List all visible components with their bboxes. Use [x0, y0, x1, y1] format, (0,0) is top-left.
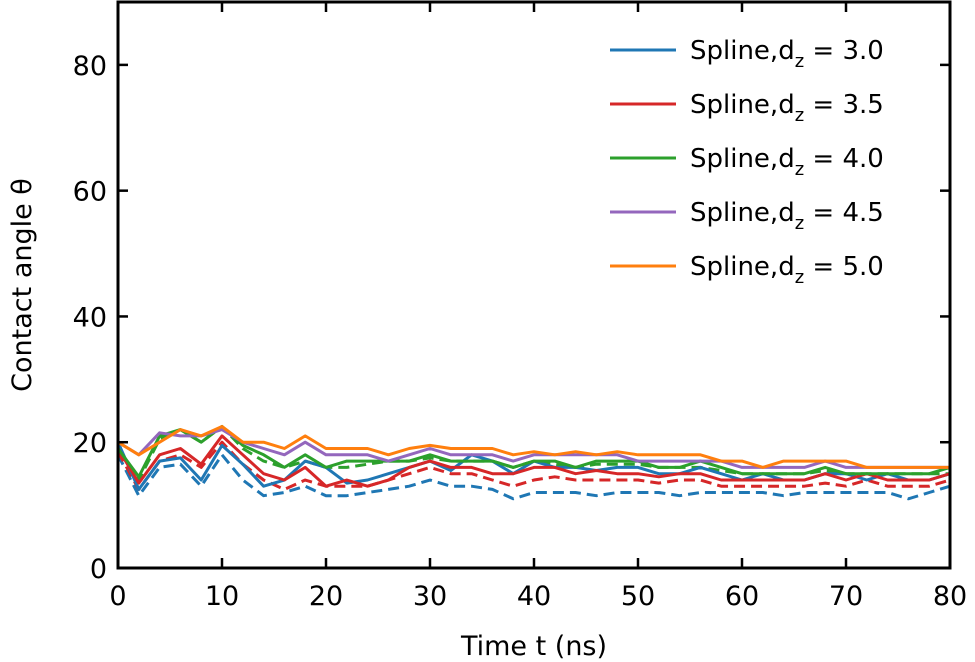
x-tick-label: 50 [621, 581, 655, 612]
legend-label-1: Spline,dz = 3.5 [690, 90, 884, 126]
series-line-6 [116, 440, 951, 491]
series-line-5 [116, 453, 951, 501]
x-tick-label: 80 [933, 581, 967, 612]
legend: Spline,dz = 3.0 Spline,dz = 3.5 Spline,dz … [610, 36, 884, 288]
y-tick-label: 40 [73, 302, 107, 333]
x-tick-label: 60 [725, 581, 759, 612]
series-layer [116, 425, 951, 501]
x-tick-label: 30 [413, 581, 447, 612]
ticks-layer: 0 10 20 30 40 50 60 70 80 0 20 40 60 80 [73, 2, 967, 612]
plot-frame [116, 0, 952, 570]
y-tick-label: 20 [73, 428, 107, 459]
x-tick-label: 10 [205, 581, 239, 612]
x-tick-label: 70 [829, 581, 863, 612]
y-tick-label: 60 [73, 177, 107, 208]
series-line-1 [116, 434, 951, 488]
x-tick-label: 20 [309, 581, 343, 612]
x-tick-label: 0 [109, 581, 126, 612]
legend-label-3: Spline,dz = 4.5 [690, 198, 884, 234]
x-axis-label: Time t (ns) [460, 631, 607, 662]
series-line-4 [117, 425, 950, 469]
series-line-2 [116, 425, 951, 479]
y-axis-label: Contact angle θ [7, 178, 38, 392]
y-tick-label: 0 [90, 554, 107, 585]
series-line-3 [117, 428, 950, 469]
legend-label-2: Spline,dz = 4.0 [690, 144, 884, 180]
y-tick-label: 80 [73, 51, 107, 82]
legend-label-4: Spline,dz = 5.0 [690, 252, 884, 288]
x-tick-label: 40 [517, 581, 551, 612]
legend-label-0: Spline,dz = 3.0 [690, 36, 884, 72]
